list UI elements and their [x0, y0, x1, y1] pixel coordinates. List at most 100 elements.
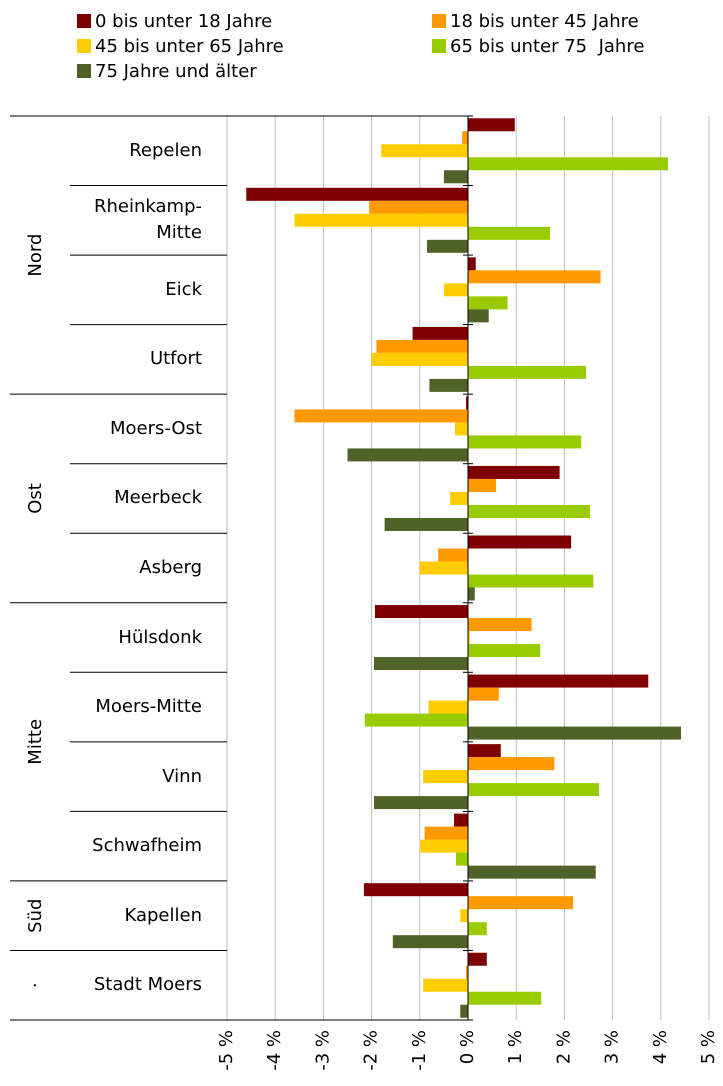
group-label: Nord	[25, 234, 46, 277]
bar	[468, 896, 574, 910]
bar	[468, 365, 587, 379]
x-tick-label: -5 %	[216, 1030, 237, 1071]
bar	[423, 978, 468, 992]
bar	[468, 118, 515, 132]
bar	[363, 883, 468, 897]
bar	[423, 770, 468, 784]
x-tick-label: 4 %	[650, 1030, 671, 1064]
category-label: Repelen	[129, 139, 202, 161]
bar	[468, 865, 596, 879]
bar	[468, 744, 501, 758]
category-label: Eick	[165, 278, 202, 300]
x-tick-label: -3 %	[312, 1030, 333, 1071]
bar	[468, 952, 487, 966]
bar	[468, 922, 487, 936]
bar	[468, 226, 550, 240]
bar	[468, 991, 542, 1005]
category-label: Kapellen	[124, 904, 202, 926]
bar	[468, 674, 649, 688]
bar	[460, 909, 468, 923]
bar	[466, 396, 468, 410]
x-tick-label: 1 %	[505, 1030, 526, 1064]
bar	[468, 270, 601, 284]
bar	[438, 548, 468, 562]
bar	[419, 561, 468, 575]
bar	[428, 700, 468, 714]
category-label: Rheinkamp-Mitte	[94, 196, 202, 244]
category-label: Moers-Ost	[110, 417, 202, 439]
legend-label: 75 Jahre und älter	[95, 61, 257, 82]
bar	[468, 587, 475, 601]
bar	[462, 131, 468, 145]
category-label: Asberg	[139, 557, 202, 578]
bar	[460, 1004, 468, 1018]
legend-swatch	[77, 64, 91, 78]
bar	[468, 157, 669, 171]
bar	[374, 796, 468, 810]
x-tick-label: -4 %	[264, 1030, 285, 1071]
category-label: Stadt Moers	[93, 974, 202, 996]
legend-label: 0 bis unter 18 Jahre	[95, 11, 272, 32]
bar	[468, 465, 560, 479]
bar	[384, 517, 468, 531]
bar	[468, 574, 594, 588]
bar	[376, 339, 468, 353]
group-label: ·	[25, 982, 46, 988]
bar	[374, 605, 468, 619]
legend-swatch	[432, 14, 446, 28]
bar	[424, 826, 468, 840]
category-label: Moers-Mitte	[95, 696, 202, 718]
bar	[454, 813, 468, 827]
bar	[468, 435, 582, 449]
bar	[246, 187, 468, 201]
bar	[468, 783, 600, 797]
category-label: Meerbeck	[114, 487, 202, 509]
bar	[468, 687, 499, 701]
bar	[468, 504, 590, 518]
bar	[369, 200, 468, 214]
bar	[294, 409, 468, 423]
bar	[381, 144, 468, 158]
legend-swatch	[77, 14, 91, 28]
legend-label: 45 bis unter 65 Jahre	[95, 36, 284, 57]
group-label: Süd	[25, 899, 46, 933]
bar	[347, 448, 468, 462]
bar	[468, 535, 572, 549]
x-tick-label: 3 %	[602, 1030, 623, 1064]
bar	[468, 644, 541, 658]
bar	[392, 935, 468, 949]
x-tick-label: -2 %	[361, 1030, 382, 1071]
bar	[468, 726, 682, 740]
bar	[412, 326, 468, 340]
bar	[455, 852, 468, 866]
bar	[468, 257, 476, 271]
bar	[371, 352, 468, 366]
bar	[468, 757, 555, 771]
bar	[454, 422, 468, 436]
legend-swatch	[432, 39, 446, 53]
bar	[443, 283, 468, 297]
bar	[443, 170, 468, 184]
bar	[468, 309, 489, 323]
legend-label: 18 bis unter 45 Jahre	[450, 11, 639, 32]
x-tick-label: 2 %	[553, 1030, 574, 1064]
bar	[468, 631, 470, 645]
bar	[420, 839, 468, 853]
category-label: Vinn	[162, 765, 202, 787]
category-label: Schwafheim	[92, 835, 202, 857]
category-label: Utfort	[149, 348, 202, 370]
bar	[468, 618, 532, 632]
bar	[294, 213, 468, 227]
group-label: Mitte	[25, 719, 46, 765]
bar	[450, 491, 468, 505]
x-tick-label: 0 %	[457, 1030, 478, 1064]
x-tick-label: 5 %	[698, 1030, 719, 1064]
bar	[466, 965, 468, 979]
bar	[427, 239, 468, 253]
bar	[429, 378, 468, 392]
bar	[468, 478, 496, 492]
bar	[364, 713, 468, 727]
group-label: Ost	[25, 483, 46, 514]
